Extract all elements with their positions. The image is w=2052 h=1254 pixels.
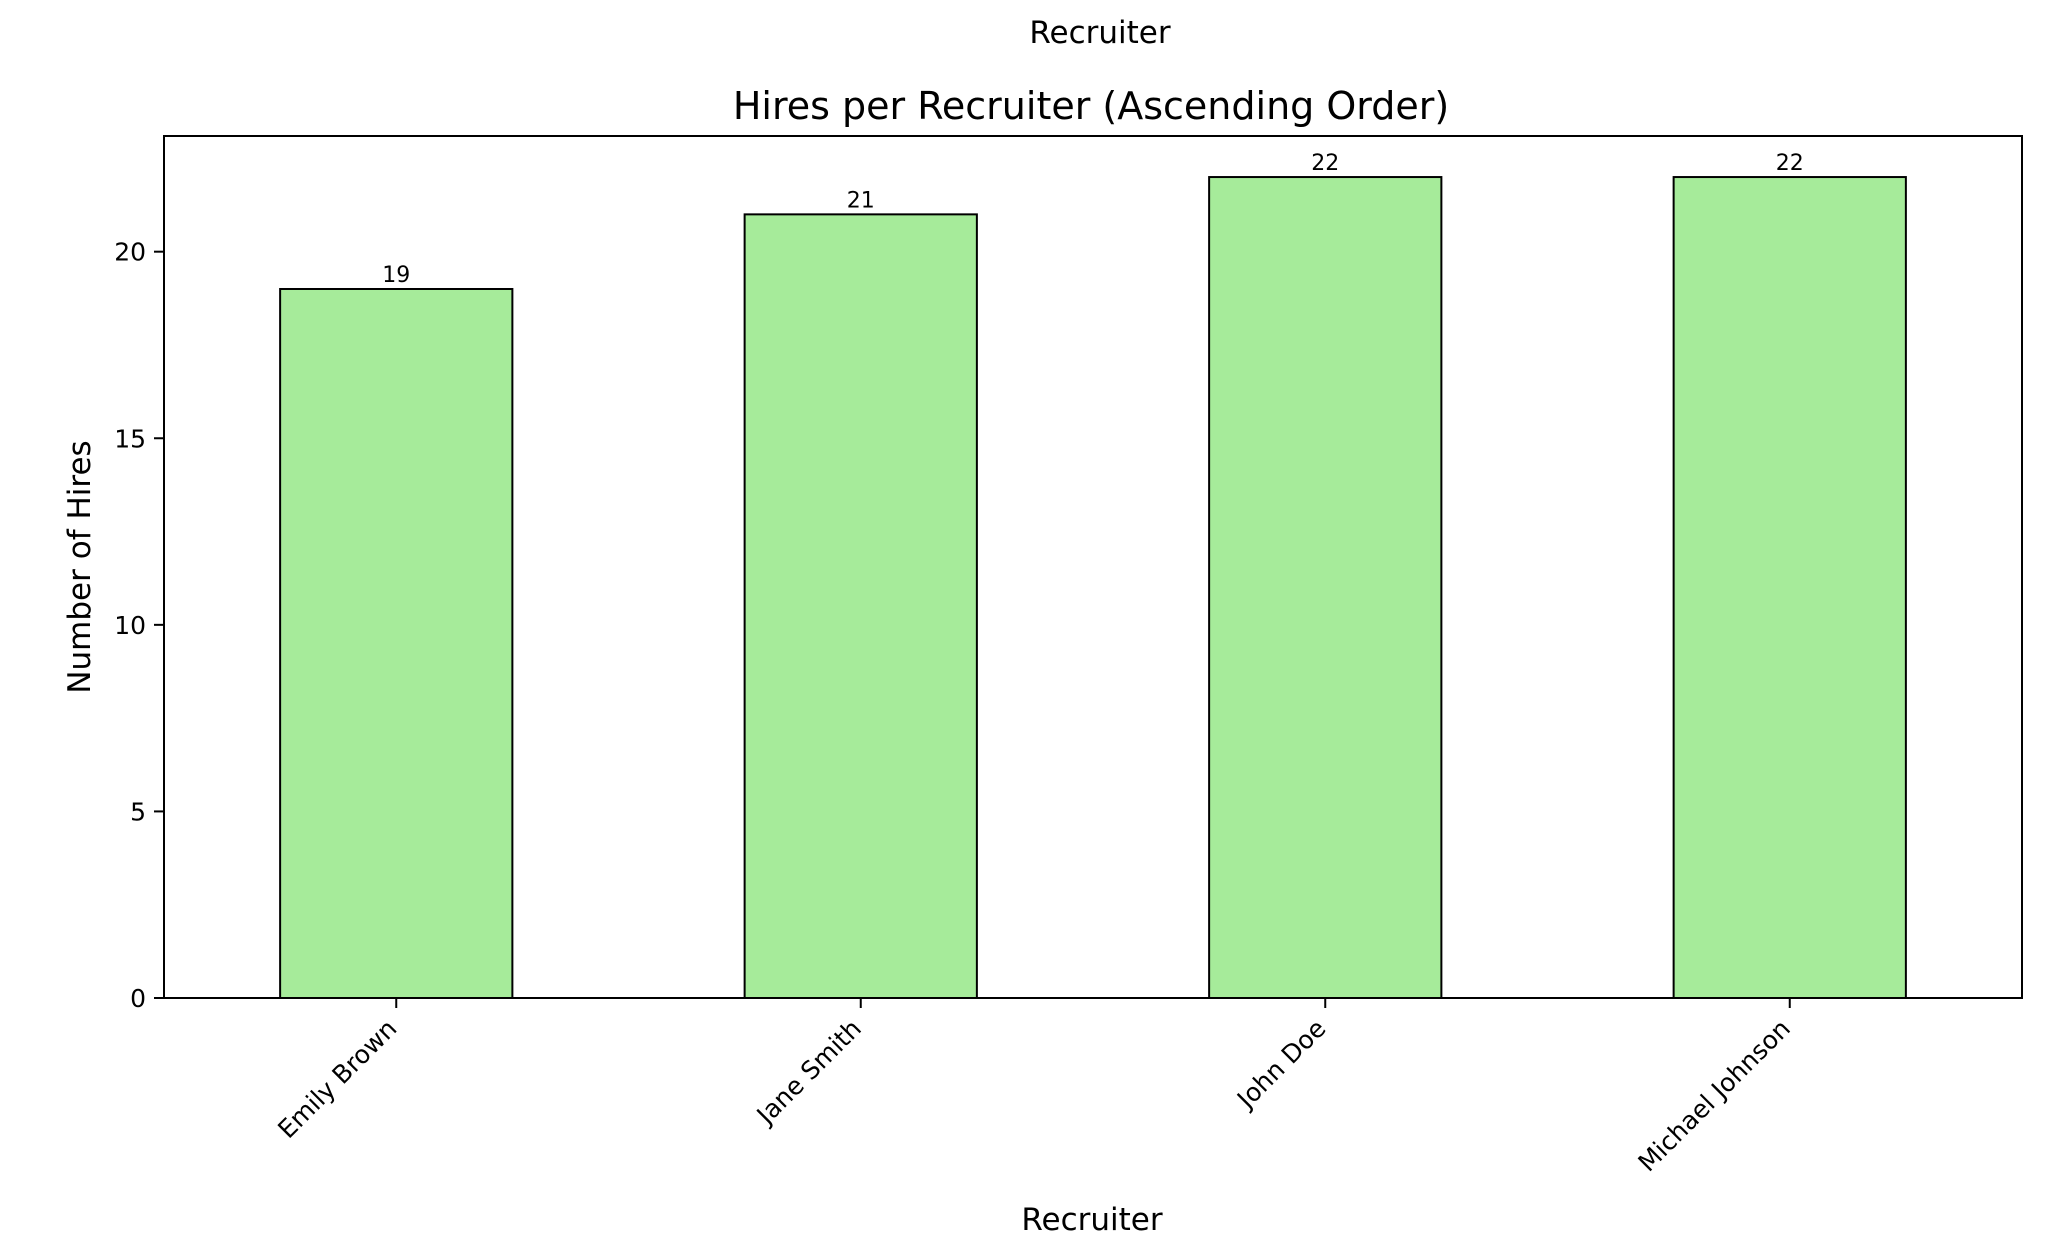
x-tick-label: John Doe bbox=[1230, 1014, 1331, 1115]
y-axis: 0 5 10 15 20 bbox=[114, 238, 164, 1013]
bar-value-label: 21 bbox=[847, 188, 875, 213]
bar bbox=[743, 213, 978, 999]
bar bbox=[279, 287, 514, 999]
y-axis-label: Number of Hires bbox=[62, 440, 98, 693]
bar bbox=[1672, 176, 1907, 1000]
chart-title: Hires per Recruiter (Ascending Order) bbox=[733, 84, 1449, 128]
y-tick-label: 5 bbox=[130, 797, 146, 826]
bar-value-label: 22 bbox=[1776, 151, 1804, 176]
x-tick-label: Jane Smith bbox=[750, 1014, 867, 1131]
x-axis: Emily Brown Jane Smith John Doe Michael Joh… bbox=[272, 998, 1796, 1177]
y-tick-label: 20 bbox=[114, 238, 146, 267]
bar-value-label: 19 bbox=[382, 263, 410, 288]
x-tick-label: Emily Brown bbox=[272, 1014, 402, 1144]
bars-layer bbox=[279, 176, 1907, 1000]
y-tick-label: 0 bbox=[130, 984, 146, 1013]
bar bbox=[1208, 176, 1443, 1000]
y-tick-label: 15 bbox=[114, 424, 146, 453]
bar-value-label: 22 bbox=[1311, 151, 1339, 176]
x-axis-label: Recruiter bbox=[1021, 1202, 1162, 1238]
x-tick-label: Michael Johnson bbox=[1632, 1014, 1796, 1178]
plot-frame bbox=[163, 135, 2023, 999]
y-tick-label: 10 bbox=[114, 611, 146, 640]
data-labels: 19 21 22 22 bbox=[382, 151, 1804, 288]
figure-top-label: Recruiter bbox=[1029, 15, 1170, 51]
